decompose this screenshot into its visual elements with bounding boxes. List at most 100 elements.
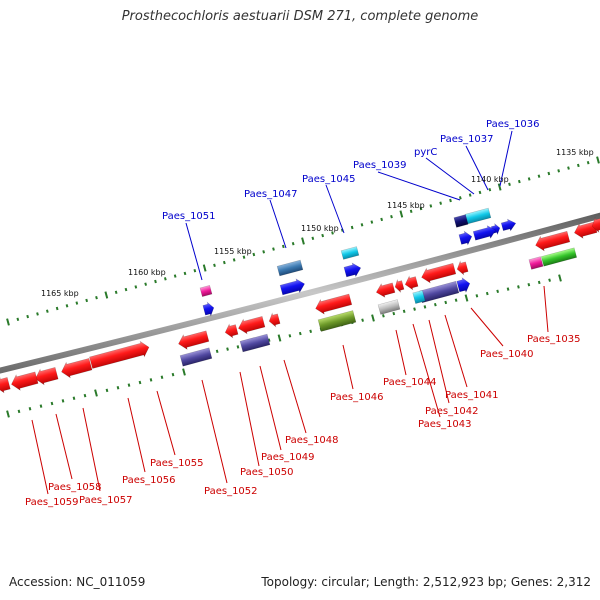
gene-feature[interactable] (572, 220, 598, 240)
gene-feature[interactable] (456, 276, 471, 294)
gene-feature[interactable] (59, 356, 93, 379)
gene-feature[interactable] (540, 247, 578, 267)
gene-label[interactable]: Paes_1049 (261, 452, 315, 463)
gene-feature[interactable] (340, 246, 360, 260)
gene-feature[interactable] (453, 214, 469, 228)
scale-tick (95, 295, 98, 300)
scale-tick (36, 312, 39, 316)
label-leader (82, 407, 101, 492)
gene-feature[interactable] (420, 261, 457, 284)
scale-tick (134, 285, 138, 289)
scale-tick (105, 388, 109, 393)
scale-tick (213, 263, 216, 268)
gene-feature[interactable] (403, 275, 419, 292)
gene-label[interactable]: Paes_1037 (440, 134, 494, 145)
gene-label[interactable]: Paes_1048 (285, 435, 339, 446)
gene-feature[interactable] (458, 230, 473, 247)
gene-label[interactable]: Paes_1052 (204, 486, 258, 497)
gene-feature[interactable] (472, 224, 498, 242)
scale-tick (576, 163, 580, 168)
scale-label-1140: 1140 kbp (471, 175, 509, 184)
gene-feature[interactable] (267, 312, 281, 328)
scale-tick (222, 260, 226, 265)
scale-tick (527, 177, 531, 181)
gene-label[interactable]: Paes_1044 (383, 377, 437, 388)
gene-feature[interactable] (374, 281, 396, 299)
label-leader (201, 379, 228, 484)
scale-tick (138, 380, 142, 385)
gene-feature[interactable] (528, 256, 544, 270)
gene-feature[interactable] (199, 285, 213, 297)
gene-label[interactable]: Paes_1047 (244, 189, 298, 200)
scale-tick (454, 298, 458, 302)
gene-feature[interactable] (464, 207, 492, 225)
gene-feature[interactable] (377, 299, 401, 315)
scale-tick (215, 349, 219, 354)
gene-feature[interactable] (317, 310, 357, 332)
label-leader (395, 329, 407, 376)
gene-label[interactable]: Paes_1041 (445, 390, 499, 401)
gene-label[interactable]: Paes_1040 (480, 349, 534, 360)
gene-features (0, 207, 600, 394)
gene-label[interactable]: Paes_1055 (150, 458, 204, 469)
scale-tick (288, 334, 292, 338)
label-leader (465, 145, 489, 191)
scale-tick (537, 174, 541, 178)
label-leader (499, 130, 513, 187)
gene-feature[interactable] (223, 323, 239, 340)
gene-feature[interactable] (89, 340, 151, 371)
gene-feature[interactable] (33, 365, 59, 386)
gene-feature[interactable] (9, 370, 39, 392)
gene-label[interactable]: pyrC (414, 147, 437, 158)
scale-tick (596, 156, 600, 164)
scale-tick (429, 204, 433, 208)
gene-feature[interactable] (455, 260, 469, 276)
scale-tick (517, 285, 520, 289)
gene-feature[interactable] (590, 216, 600, 233)
gene-feature[interactable] (412, 290, 426, 304)
gene-feature[interactable] (237, 314, 266, 335)
scale-tick (390, 214, 393, 219)
gene-label[interactable]: Paes_1042 (425, 406, 479, 417)
gene-feature[interactable] (202, 301, 215, 317)
gene-feature[interactable] (343, 261, 362, 279)
gene-feature[interactable] (314, 292, 353, 316)
scale-label-1165: 1165 kbp (41, 289, 79, 298)
scale-tick (567, 166, 570, 170)
gene-feature[interactable] (177, 329, 210, 351)
gene-label[interactable]: Paes_1057 (79, 495, 133, 506)
scale-labels: 1135 kbp 1140 kbp 1145 kbp 1150 kbp 1155… (41, 148, 594, 298)
gene-label[interactable]: Paes_1036 (486, 119, 540, 130)
gene-label[interactable]: Paes_1059 (25, 497, 79, 508)
gene-feature[interactable] (393, 278, 405, 294)
scale-tick (104, 291, 109, 299)
gene-label[interactable]: Paes_1058 (48, 482, 102, 493)
gene-label[interactable]: Paes_1050 (240, 467, 294, 478)
gene-feature[interactable] (179, 347, 213, 367)
gene-label[interactable]: Paes_1043 (418, 419, 472, 430)
gene-feature[interactable] (279, 277, 307, 297)
gene-label[interactable]: Paes_1051 (162, 211, 216, 222)
gene-label[interactable]: Paes_1045 (302, 174, 356, 185)
scale-tick (557, 169, 561, 173)
scale-tick (370, 220, 374, 224)
scale-tick (61, 399, 65, 403)
scale-tick (392, 311, 396, 316)
gene-feature[interactable] (0, 375, 11, 394)
scale-tick (171, 372, 175, 377)
gene-label[interactable]: Paes_1046 (330, 392, 384, 403)
label-leader (185, 222, 203, 281)
gene-label[interactable]: Paes_1056 (122, 475, 176, 486)
scale-tick (485, 291, 489, 296)
scale-tick (402, 309, 406, 314)
gene-feature[interactable] (239, 333, 271, 353)
scale-tick (301, 237, 305, 245)
gene-feature[interactable] (276, 259, 304, 277)
topology-text: Topology: circular; Length: 2,512,923 bp… (261, 575, 591, 589)
gene-feature[interactable] (500, 217, 518, 232)
scale-tick (39, 404, 43, 408)
gene-label[interactable]: Paes_1039 (353, 160, 407, 171)
gene-label[interactable]: Paes_1035 (527, 334, 581, 345)
label-leader (543, 285, 549, 333)
gene-feature[interactable] (534, 229, 571, 252)
